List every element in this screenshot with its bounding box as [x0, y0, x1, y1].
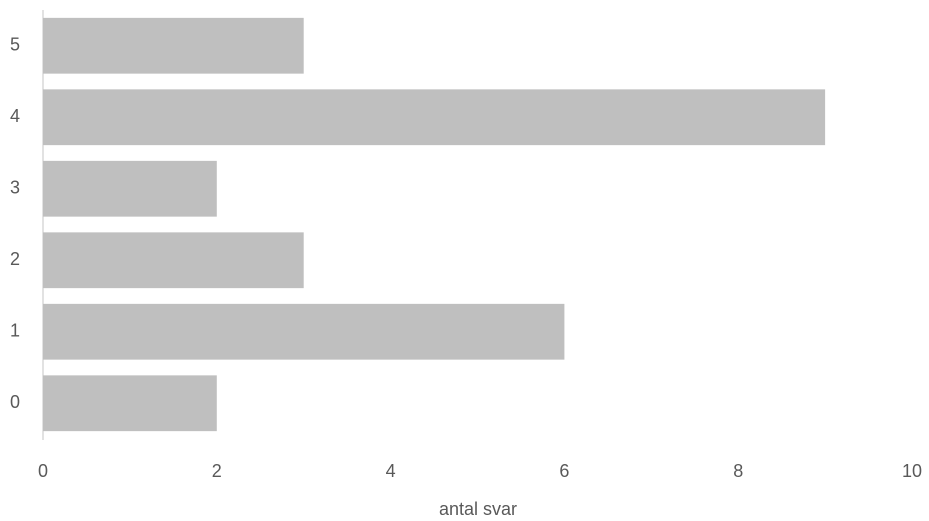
bar [43, 375, 217, 432]
y-tick-label: 0 [10, 392, 20, 412]
x-tick-label: 2 [212, 461, 222, 481]
bar [43, 17, 304, 74]
bar [43, 232, 304, 289]
x-tick-label: 8 [733, 461, 743, 481]
bar [43, 160, 217, 217]
x-tick-label: 10 [902, 461, 922, 481]
y-tick-label: 5 [10, 35, 20, 55]
y-tick-label: 4 [10, 106, 20, 126]
x-tick-label: 4 [386, 461, 396, 481]
x-tick-label: 6 [559, 461, 569, 481]
bar [43, 303, 565, 360]
x-axis-label: antal svar [439, 499, 517, 519]
y-tick-label: 2 [10, 249, 20, 269]
y-tick-label: 3 [10, 178, 20, 198]
bar [43, 89, 826, 146]
x-tick-label: 0 [38, 461, 48, 481]
y-tick-label: 1 [10, 321, 20, 341]
